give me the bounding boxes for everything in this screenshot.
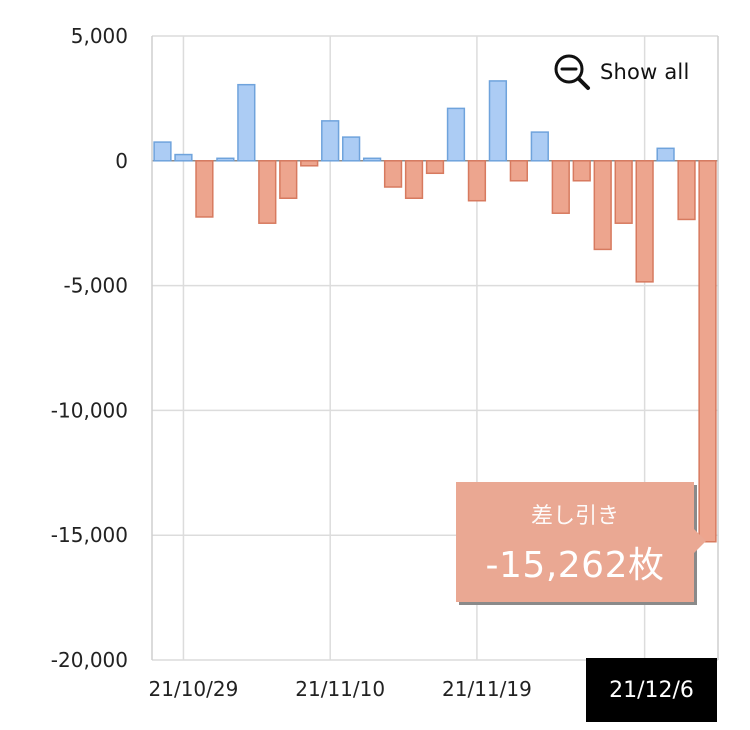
bar[interactable] xyxy=(425,160,445,175)
zoom-out-icon xyxy=(554,54,590,90)
x-tick-label: 21/10/29 xyxy=(149,677,239,701)
bar[interactable] xyxy=(258,160,277,224)
bar[interactable] xyxy=(404,160,424,199)
tooltip-label: 差し引き xyxy=(530,504,619,529)
bar[interactable] xyxy=(362,157,382,162)
y-tick-label: -5,000 xyxy=(64,274,128,298)
x-axis-ticks: 21/10/29 21/11/10 21/11/19 xyxy=(149,677,532,701)
bar[interactable] xyxy=(530,131,549,162)
bar[interactable] xyxy=(488,80,508,162)
bar[interactable] xyxy=(342,136,361,162)
bar[interactable] xyxy=(300,160,319,167)
bar[interactable] xyxy=(509,160,528,182)
value-tooltip: 差し引き -15,262枚 xyxy=(456,482,694,602)
bar[interactable] xyxy=(467,160,487,202)
y-tick-label: -20,000 xyxy=(51,648,128,672)
bar[interactable] xyxy=(551,160,570,214)
bar[interactable] xyxy=(656,147,675,162)
bar[interactable] xyxy=(174,153,193,162)
bar[interactable] xyxy=(383,160,403,188)
bar[interactable] xyxy=(614,160,633,224)
bar[interactable] xyxy=(195,160,214,218)
show-all-button[interactable]: Show all xyxy=(552,52,689,92)
y-tick-label: -15,000 xyxy=(51,523,128,547)
bar[interactable] xyxy=(572,160,591,182)
bar[interactable] xyxy=(216,157,235,162)
x-tick-label: 21/11/10 xyxy=(295,677,385,701)
bar[interactable] xyxy=(635,160,654,283)
show-all-label: Show all xyxy=(600,60,690,84)
x-tick-label: 21/11/19 xyxy=(442,677,532,701)
y-axis-ticks: 5,000 0 -5,000 -10,000 -15,000 -20,000 xyxy=(51,24,128,672)
y-tick-label: 0 xyxy=(115,149,128,173)
y-tick-label: -10,000 xyxy=(51,398,128,422)
bar[interactable] xyxy=(237,83,256,162)
bar[interactable] xyxy=(698,160,717,543)
selected-x-label: 21/12/6 xyxy=(586,658,717,722)
bar[interactable] xyxy=(153,141,172,162)
tooltip-value: -15,262枚 xyxy=(485,545,665,586)
bar[interactable] xyxy=(593,160,612,251)
bar[interactable] xyxy=(279,160,298,199)
bars xyxy=(153,80,717,543)
bar[interactable] xyxy=(446,107,466,162)
tooltip-pointer xyxy=(694,529,706,553)
bar[interactable] xyxy=(677,160,696,221)
y-tick-label: 5,000 xyxy=(71,24,128,48)
bar[interactable] xyxy=(321,120,340,162)
